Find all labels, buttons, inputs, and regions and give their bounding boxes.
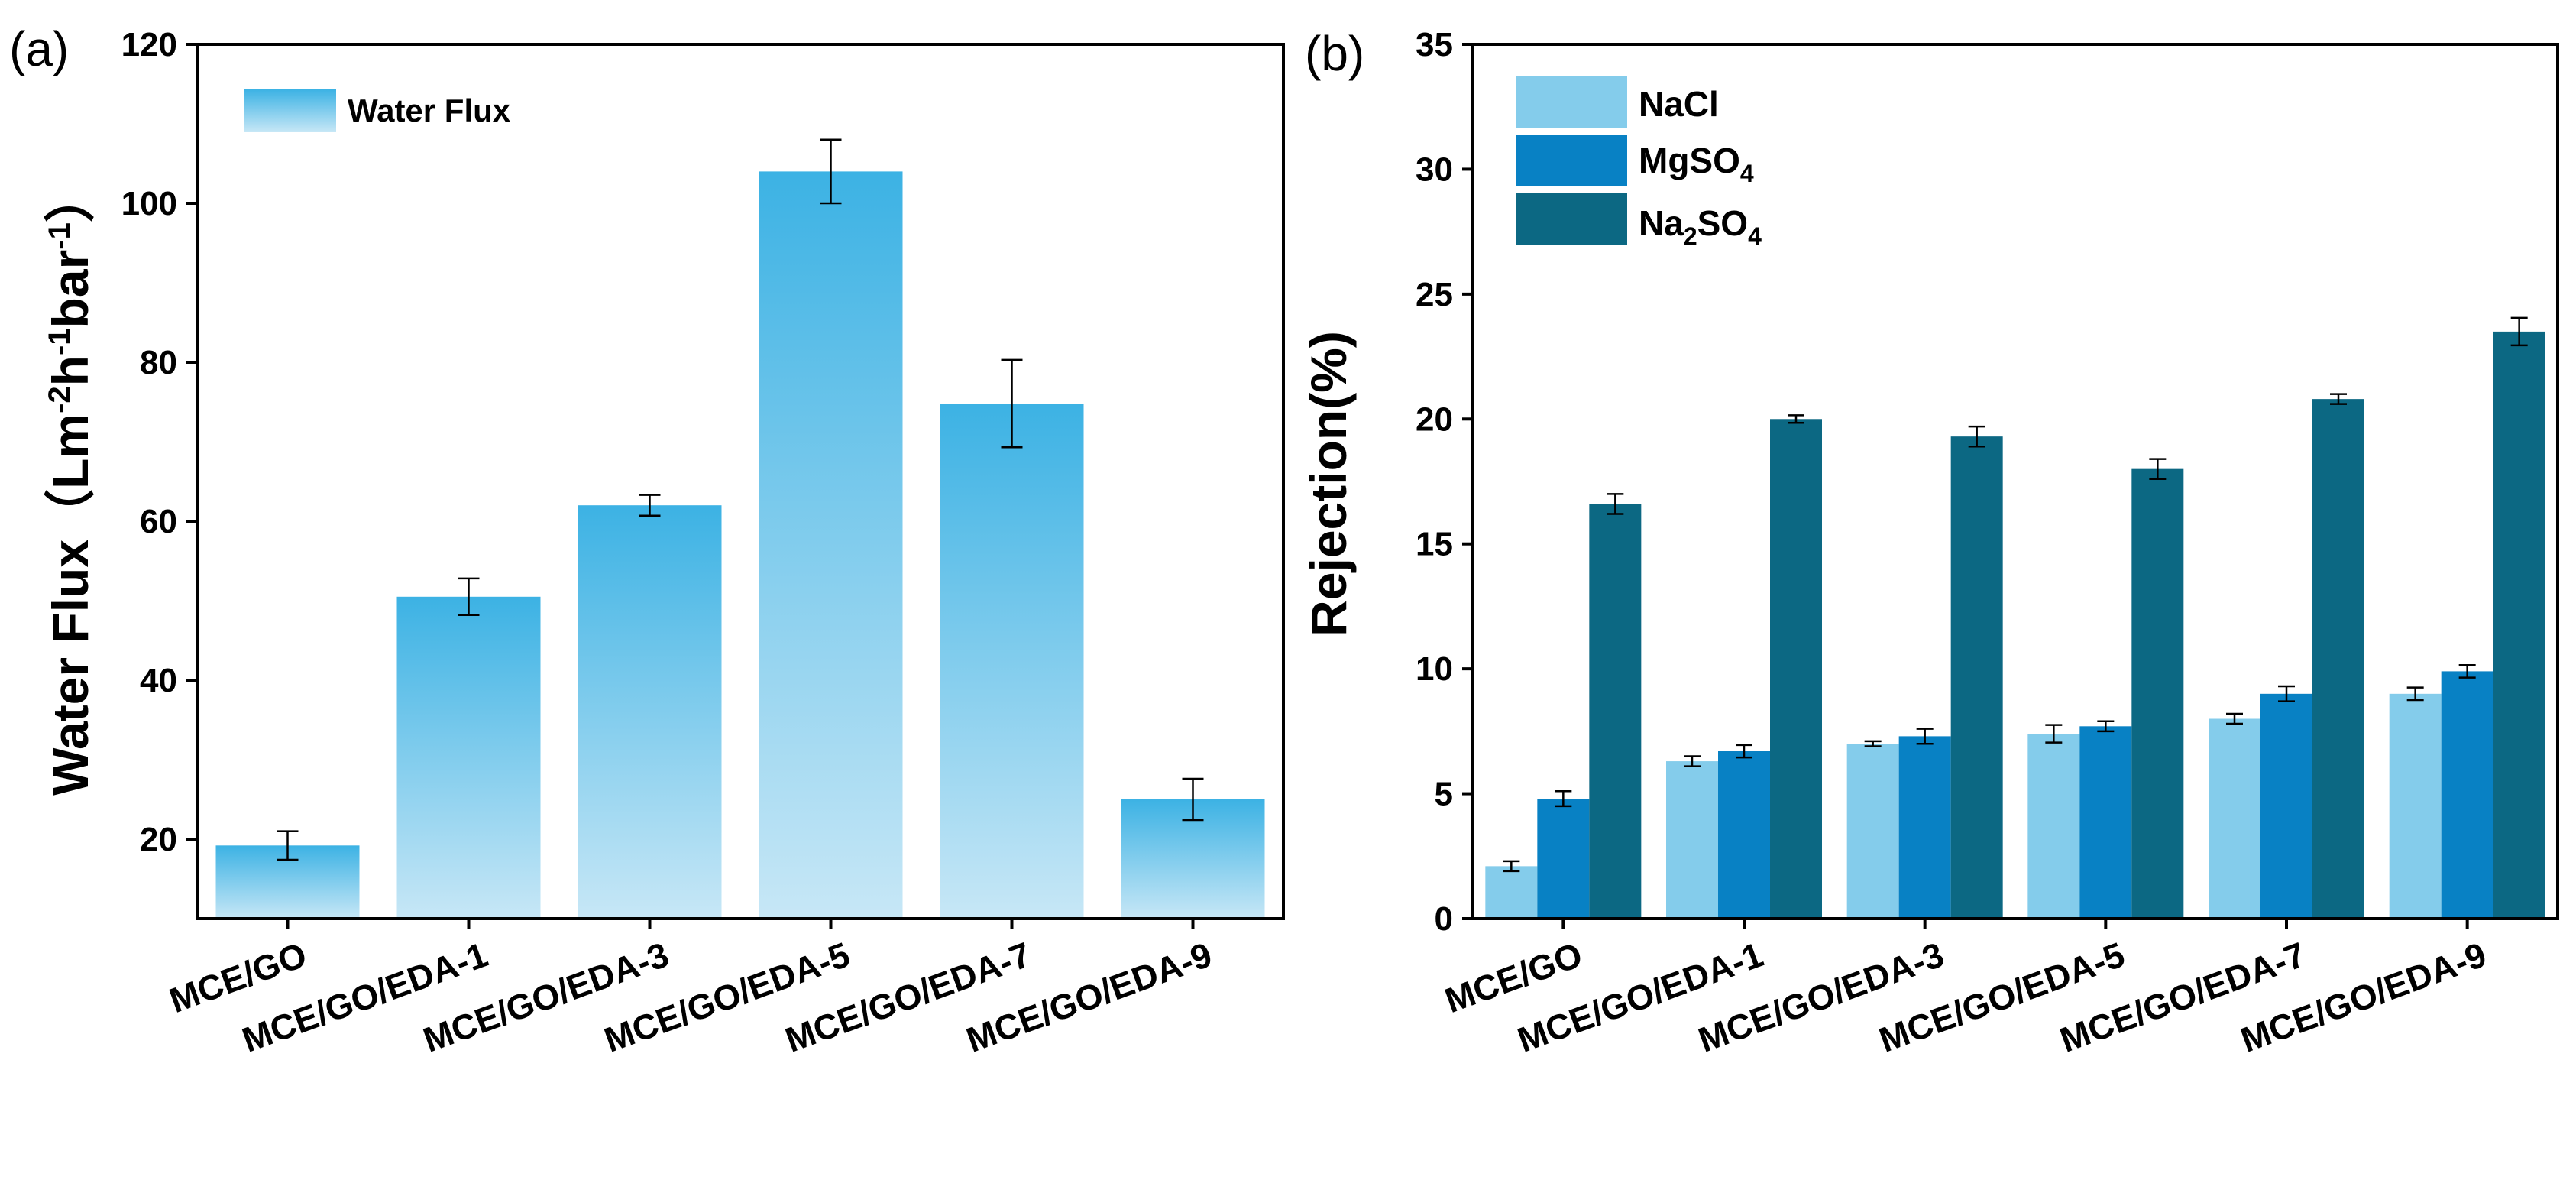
chart-a: (a) Water Flux（Lm-2h-1bar-1） 20 40 60 80 100… <box>9 21 1285 1060</box>
legend-label-water-flux: Water Flux <box>348 92 511 128</box>
panel-label-b: (b) <box>1305 26 1364 81</box>
plot-frame-a <box>196 43 1285 920</box>
y-tick-label: 35 <box>1416 26 1453 63</box>
bar-mgso4 <box>1537 799 1590 919</box>
legend-swatch-water-flux <box>244 89 336 132</box>
y-tick-label: 100 <box>121 185 177 222</box>
legend-swatch-mgso4 <box>1516 135 1627 186</box>
legend-swatch-na2so4 <box>1516 193 1627 245</box>
bar-na2so4 <box>1950 436 2003 919</box>
y-tick-label: 40 <box>140 662 177 699</box>
bar-mgso4 <box>1898 736 1951 919</box>
legend-label-nacl: NaCl <box>1639 84 1719 124</box>
bar-na2so4 <box>2131 468 2184 919</box>
y-tick-label: 15 <box>1416 526 1453 563</box>
bar-water-flux <box>940 404 1084 919</box>
y-tick-label: 60 <box>140 503 177 540</box>
bar-mgso4 <box>2260 693 2312 919</box>
y-tick-label: 0 <box>1435 900 1453 938</box>
bars-b <box>1485 316 2545 919</box>
chart-b: (b) Rejection(%) 0 5 10 15 20 25 30 35 MCE/GOMC… <box>1300 26 2559 1060</box>
y-tick-label: 120 <box>121 26 177 63</box>
bar-water-flux <box>759 171 903 919</box>
y-tick-label: 30 <box>1416 151 1453 188</box>
bar-na2so4 <box>2493 331 2545 919</box>
ylabel-b: Rejection(%) <box>1300 331 1357 637</box>
panel-label-a: (a) <box>9 21 69 76</box>
bar-na2so4 <box>1770 419 1822 919</box>
y-tick-label: 20 <box>140 821 177 858</box>
bar-mgso4 <box>2079 726 2132 919</box>
bar-nacl <box>2027 734 2080 919</box>
bar-mgso4 <box>1718 751 1770 919</box>
legend-b: NaCl MgSO4 Na2SO4 <box>1516 76 1762 250</box>
y-tick-label: 80 <box>140 344 177 381</box>
categories-a: MCE/GOMCE/GO/EDA-1MCE/GO/EDA-3MCE/GO/EDA… <box>164 935 1217 1060</box>
ylabel-a: Water Flux（Lm-2h-1bar-1） <box>42 172 99 796</box>
y-tick-label: 10 <box>1416 650 1453 688</box>
legend-label-mgso4: MgSO4 <box>1639 141 1754 187</box>
bar-water-flux <box>396 596 541 919</box>
y-tick-label: 5 <box>1435 776 1453 813</box>
bar-na2so4 <box>2312 399 2364 919</box>
bar-nacl <box>2389 693 2442 919</box>
y-tick-label: 20 <box>1416 400 1453 438</box>
bar-mgso4 <box>2441 671 2493 919</box>
bar-nacl <box>1485 866 1538 919</box>
legend-swatch-nacl <box>1516 76 1627 128</box>
legend-a: Water Flux <box>244 89 511 132</box>
bar-nacl <box>2209 718 2260 919</box>
yticks-a: 20 40 60 80 100 120 <box>121 26 1195 929</box>
bar-na2so4 <box>1589 504 1642 919</box>
categories-b: MCE/GOMCE/GO/EDA-1MCE/GO/EDA-3MCE/GO/EDA… <box>1440 935 2491 1060</box>
legend-label-na2so4: Na2SO4 <box>1639 203 1762 250</box>
bar-water-flux <box>578 505 722 919</box>
bar-nacl <box>1666 761 1718 919</box>
yticks-b: 0 5 10 15 20 25 30 35 <box>1416 26 2469 938</box>
plot-frame-b <box>1471 43 2559 920</box>
bars-a <box>215 138 1265 919</box>
y-tick-label: 25 <box>1416 276 1453 313</box>
bar-nacl <box>1846 744 1899 919</box>
